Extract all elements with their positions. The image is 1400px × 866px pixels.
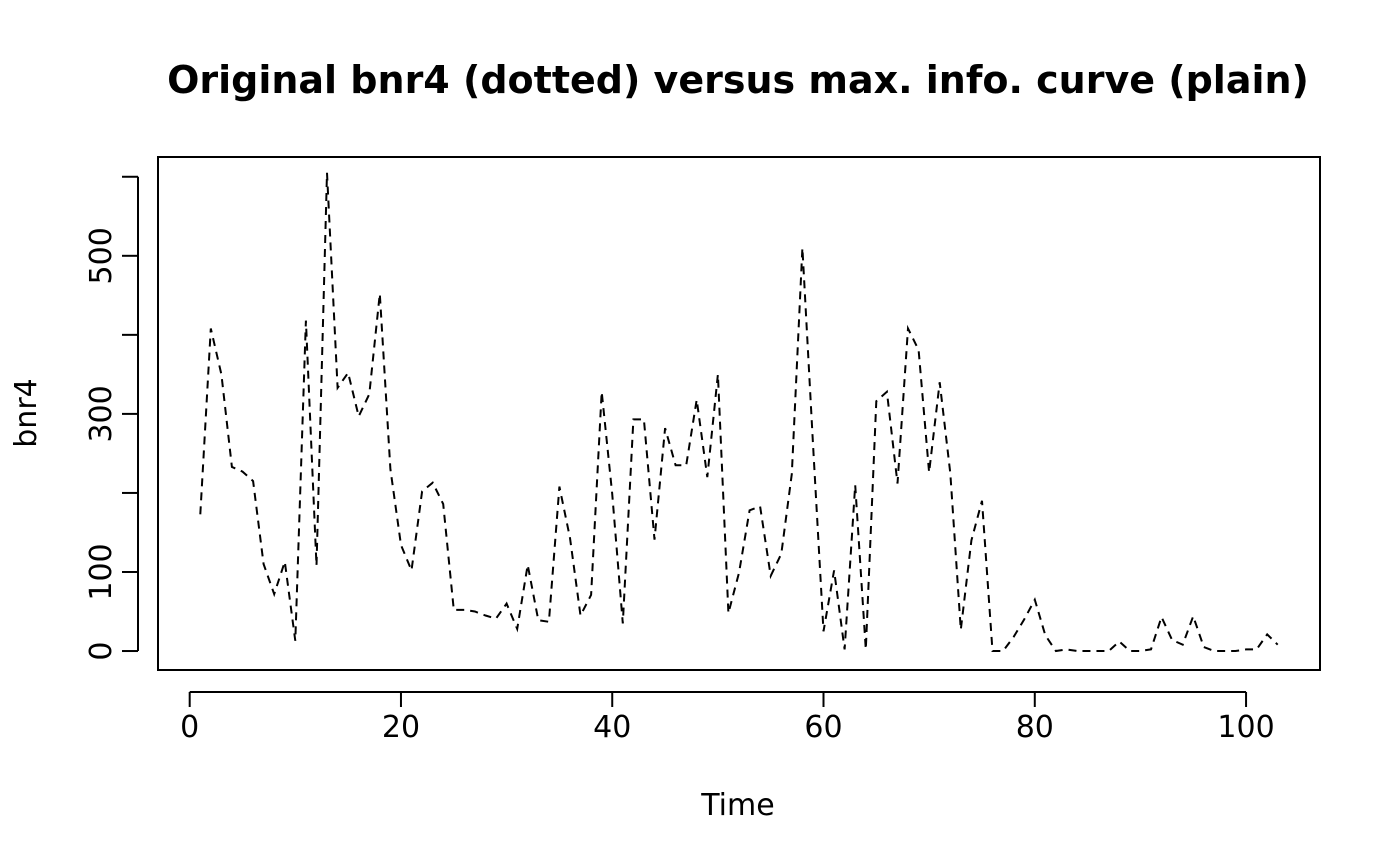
y-tick-label: 100 (84, 543, 119, 600)
y-tick-label: 300 (84, 385, 119, 442)
y-tick-label: 500 (84, 227, 119, 284)
bnr4-series-line (199, 172, 1279, 653)
x-tick-label: 40 (593, 710, 631, 745)
y-tick-label: 0 (84, 641, 119, 660)
x-axis-label: Time (700, 788, 774, 823)
plot-frame (157, 156, 1321, 671)
x-tick-label: 80 (1016, 710, 1054, 745)
y-axis: 0 100 300 500 (84, 175, 139, 661)
chart-title: Original bnr4 (dotted) versus max. info.… (167, 58, 1309, 102)
y-axis-label: bnr4 (9, 378, 44, 447)
x-tick-label: 100 (1217, 710, 1274, 745)
x-axis: 0 20 40 60 80 100 (180, 691, 1275, 745)
x-tick-label: 0 (180, 710, 199, 745)
x-tick-label: 60 (804, 710, 842, 745)
x-tick-label: 20 (382, 710, 420, 745)
